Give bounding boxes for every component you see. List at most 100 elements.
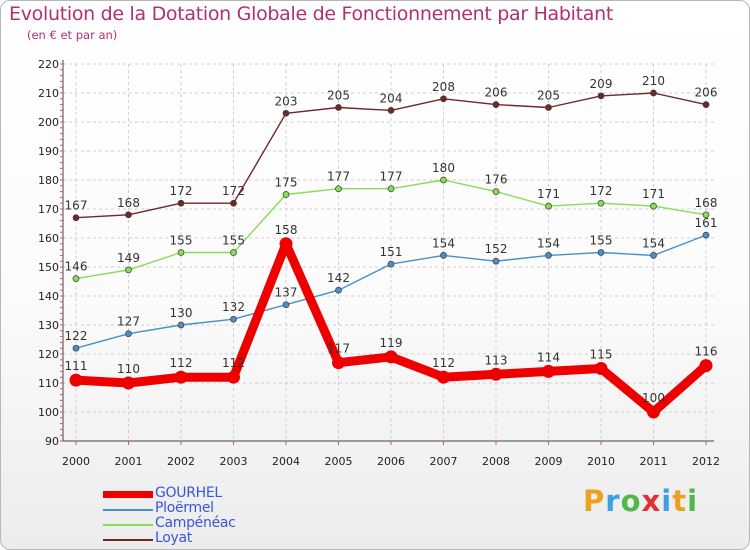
x-tick-label: 2007: [430, 455, 458, 468]
legend-label: GOURHEL: [155, 485, 222, 501]
data-label-ploermel: 155: [590, 234, 613, 248]
logo-letter: P: [583, 484, 606, 518]
data-point-gourhel: [69, 373, 83, 387]
legend-swatch: [103, 509, 153, 511]
logo-letter: x: [641, 484, 662, 518]
data-label-loyat: 205: [327, 89, 350, 103]
data-label-campeneac: 177: [380, 170, 403, 184]
data-label-ploermel: 154: [642, 236, 665, 250]
data-label-gourhel: 116: [695, 345, 718, 359]
data-point-ploermel: [387, 260, 395, 268]
logo-letter: t: [672, 484, 688, 518]
y-tick-label: 160: [38, 232, 59, 245]
logo-letter: i: [661, 484, 673, 518]
data-point-loyat: [282, 109, 290, 117]
data-label-ploermel: 137: [275, 286, 298, 300]
data-point-ploermel: [702, 231, 710, 239]
data-label-campeneac: 175: [275, 176, 298, 190]
data-label-loyat: 168: [117, 196, 140, 210]
y-tick-label: 220: [38, 58, 59, 71]
x-tick-label: 2002: [167, 455, 195, 468]
data-point-loyat: [440, 95, 447, 103]
data-label-ploermel: 122: [65, 329, 88, 343]
x-tick-label: 2010: [587, 455, 615, 468]
data-point-loyat: [650, 89, 657, 97]
y-tick-label: 100: [38, 406, 59, 419]
x-tick-label: 2000: [62, 455, 90, 468]
x-tick-label: 2009: [535, 455, 563, 468]
data-point-loyat: [177, 199, 185, 207]
data-point-campeneac: [545, 202, 552, 210]
y-tick-label: 110: [38, 377, 59, 390]
data-label-gourhel: 158: [275, 223, 298, 237]
data-label-gourhel: 112: [222, 356, 245, 370]
y-tick-label: 170: [38, 203, 59, 216]
y-tick-label: 90: [45, 435, 59, 448]
chart-subtitle: (en € et par an): [27, 28, 118, 42]
data-label-campeneac: 155: [170, 234, 193, 248]
y-tick-label: 140: [38, 290, 59, 303]
y-tick-label: 150: [38, 261, 59, 274]
data-point-ploermel: [650, 252, 657, 259]
data-point-campeneac: [650, 202, 657, 210]
legend-label: Ploërmel: [155, 500, 214, 516]
data-point-gourhel: [227, 370, 240, 384]
data-point-loyat: [125, 211, 132, 219]
data-point-gourhel: [437, 370, 450, 384]
data-label-ploermel: 142: [327, 271, 350, 285]
data-point-ploermel: [72, 344, 80, 352]
data-point-gourhel: [332, 356, 345, 370]
data-label-ploermel: 161: [695, 216, 718, 230]
y-tick-label: 200: [38, 116, 59, 129]
data-label-loyat: 209: [590, 77, 613, 91]
data-point-campeneac: [72, 275, 80, 282]
x-tick-label: 2005: [325, 455, 353, 468]
data-label-campeneac: 172: [590, 184, 613, 198]
data-label-gourhel: 115: [590, 348, 613, 362]
data-label-loyat: 167: [65, 199, 88, 213]
data-point-loyat: [230, 199, 237, 207]
grid-lines: [63, 63, 714, 442]
data-label-campeneac: 180: [432, 161, 455, 175]
data-point-loyat: [597, 92, 605, 100]
series-lines: [69, 89, 713, 419]
data-label-loyat: 203: [275, 94, 298, 108]
legend-label: Loyat: [155, 530, 192, 546]
data-label-ploermel: 154: [432, 236, 455, 250]
axes: 90 100 110 120 130 140 150 160 170 180 190 200 210 22…: [38, 58, 720, 468]
data-label-gourhel: 112: [170, 356, 193, 370]
x-tick-label: 2012: [692, 455, 720, 468]
data-label-gourhel: 113: [485, 353, 508, 367]
data-point-loyat: [387, 107, 395, 114]
data-label-gourhel: 100: [642, 391, 665, 405]
data-label-loyat: 172: [222, 184, 245, 198]
data-point-loyat: [492, 101, 500, 108]
proxiti-logo: Proxiti: [583, 484, 698, 518]
data-point-gourhel: [699, 359, 713, 373]
data-point-campeneac: [335, 185, 342, 193]
data-point-ploermel: [597, 249, 605, 256]
data-label-gourhel: 110: [117, 362, 140, 376]
data-point-gourhel: [384, 350, 398, 364]
data-label-loyat: 206: [695, 86, 718, 100]
data-label-gourhel: 111: [65, 359, 88, 373]
x-tick-label: 2006: [377, 455, 405, 468]
data-point-campeneac: [230, 249, 237, 256]
y-tick-label: 190: [38, 145, 59, 158]
logo-letter: o: [620, 484, 642, 518]
data-point-ploermel: [282, 301, 290, 309]
data-point-ploermel: [177, 321, 185, 329]
data-label-loyat: 205: [537, 89, 560, 103]
data-label-ploermel: 130: [170, 306, 193, 320]
legend-swatch: [103, 524, 153, 526]
data-label-gourhel: 112: [432, 356, 455, 370]
chart-title: Evolution de la Dotation Globale de Fonc…: [9, 3, 614, 25]
data-point-campeneac: [440, 176, 447, 184]
data-label-loyat: 210: [642, 74, 665, 88]
data-point-campeneac: [282, 191, 290, 198]
x-tick-label: 2001: [115, 455, 143, 468]
data-point-loyat: [335, 104, 342, 111]
data-point-campeneac: [177, 249, 185, 256]
